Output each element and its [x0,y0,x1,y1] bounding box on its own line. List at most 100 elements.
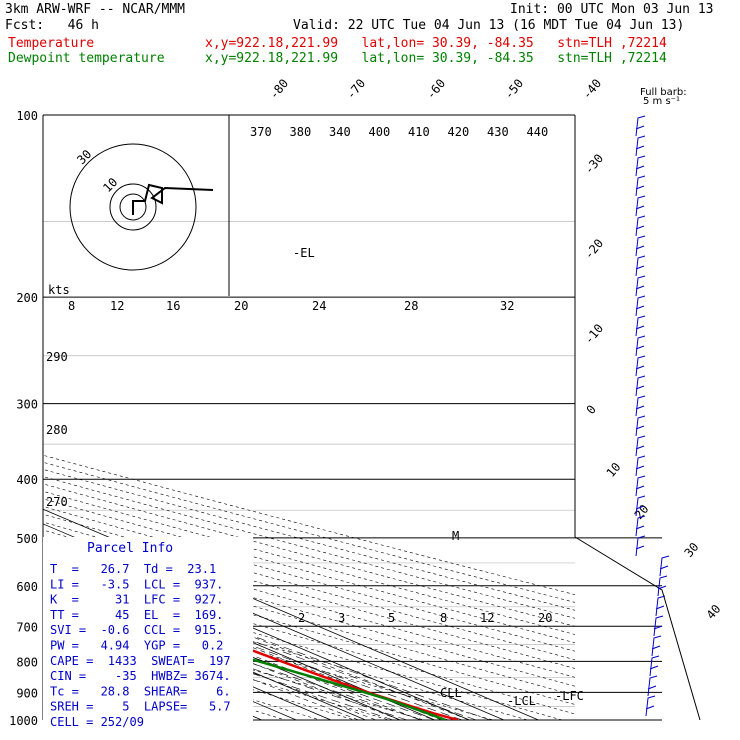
annotation-label: -LCL [507,694,536,708]
theta-label: 440 [527,125,549,139]
pressure-label: 300 [16,398,38,412]
theta-label: 370 [250,125,272,139]
annotation-label: M [452,529,459,543]
dry-adiabat [43,588,495,720]
parcel-row: TT = 45 EL = 169. [50,608,223,622]
wind-barb [659,555,670,577]
isotherm-label: -10 [582,321,607,347]
pressure-label: 600 [16,580,38,594]
wind-barbs [635,115,670,717]
wind-barb [657,575,668,597]
wind-barb [653,615,664,637]
wind-barb [635,395,646,417]
wind-barb [635,475,646,497]
wind-barb [635,535,646,557]
mixing-ratio-label: 2 [298,611,305,625]
parcel-row: CAPE = 1433 SWEAT= 197 [50,654,231,668]
isotherm [43,523,505,720]
isotherm-label: -30 [582,151,607,177]
isotherm-label: 0 [584,402,599,417]
hodograph-speed-label: 8 [68,299,75,313]
barb-key-line1: Full barb: [640,87,687,98]
wind-barb [649,655,660,677]
wind-barb [635,275,646,297]
isotherm [43,508,539,720]
wind-barb [655,595,666,617]
dry-adiabat [43,625,356,720]
wind-barb [635,195,646,217]
isotherm-label: 20 [632,502,652,522]
wind-barb [635,255,646,277]
wind-barb [645,695,656,717]
init-time: Init: 00 UTC Mon 03 Jun 13 [510,2,714,17]
hodograph-speed-label: 28 [404,299,418,313]
theta-side-label: 270 [46,495,68,509]
pressure-label: 200 [16,291,38,305]
pressure-label: 400 [16,473,38,487]
mixing-ratio-label: 12 [480,611,494,625]
pressure-label: 500 [16,532,38,546]
wind-barb [635,355,646,377]
wind-barb [635,435,646,457]
hodograph-ring [109,183,157,231]
dry-adiabat [43,506,575,652]
dewpoint-location: x,y=922.18,221.99 lat,lon= 30.39, -84.35… [205,51,667,66]
mixing-ratio-label: 3 [338,611,345,625]
model-title: 3km ARW-WRF -- NCAR/MMM [5,2,186,17]
theta-label: 340 [329,125,351,139]
theta-label: 400 [369,125,391,139]
wind-barb [635,135,646,157]
hodograph-ring [119,193,147,221]
hodograph: 30 10 [69,115,230,296]
moist-adiabat [43,591,421,720]
moist-adiabat [43,605,394,720]
parcel-info-panel: Parcel Info T = 26.7 Td = 23.1LI = -3.5 … [43,537,253,729]
parcel-row: LI = -3.5 LCL = 937. [50,577,223,591]
pressure-label: 700 [16,620,38,634]
dry-adiabat [43,616,391,720]
theta-side-label: 290 [46,350,68,364]
forecast-hour: Fcst: 46 h [5,18,99,33]
pressure-label: 800 [16,655,38,669]
dewpoint-profile [43,597,446,720]
theta-side-label: 280 [46,423,68,437]
temperature-legend: Temperature [8,36,95,51]
parcel-row: CIN = -35 HWBZ= 3674. [50,669,231,683]
barb-key-line2: 5 m s⁻¹ [643,96,680,107]
parcel-info-title: Parcel Info [87,541,173,556]
mixing-ratio-label: 20 [538,611,552,625]
wind-barb [635,455,646,477]
wind-barb [635,175,646,197]
parcel-row: K = 31 LFC = 927. [50,593,223,607]
dry-adiabat [43,498,575,644]
annotation-label: -LFC [555,689,584,703]
parcel-row: T = 26.7 Td = 23.1 [50,562,216,576]
annotation-label: CLL [440,686,462,700]
mixing-ratio-label: 5 [388,611,395,625]
wind-barb [635,215,646,237]
isotherm-label: -80 [267,76,292,102]
theta-label: 380 [290,125,312,139]
hodograph-trace [132,183,214,215]
hodograph-speed-label: 20 [234,299,248,313]
wind-barb [651,635,662,657]
parcel-row: Tc = 28.8 SHEAR= 6. [50,684,231,698]
dewpoint-legend: Dewpoint temperature [8,51,165,66]
dry-adiabat [43,554,575,705]
dry-adiabat [43,579,529,720]
mixing-ratio-label: 8 [440,611,447,625]
valid-time: Valid: 22 UTC Tue 04 Jun 13 (16 MDT Tue … [293,18,685,33]
dry-adiabat [43,483,575,627]
moist-adiabat [43,598,408,720]
wind-barb [635,235,646,257]
theta-label: 420 [448,125,470,139]
pressure-label: 100 [16,109,38,123]
parcel-row: SVI = -0.6 CCL = 915. [50,623,223,637]
hodograph-speed-label: 16 [166,299,180,313]
barb-frame [574,536,701,721]
wind-barb [635,495,646,517]
isotherm-label: -20 [582,236,607,262]
hodograph-speed-label: 12 [110,299,124,313]
isotherm-label: 30 [682,540,702,560]
isotherm-label: -70 [344,76,369,102]
